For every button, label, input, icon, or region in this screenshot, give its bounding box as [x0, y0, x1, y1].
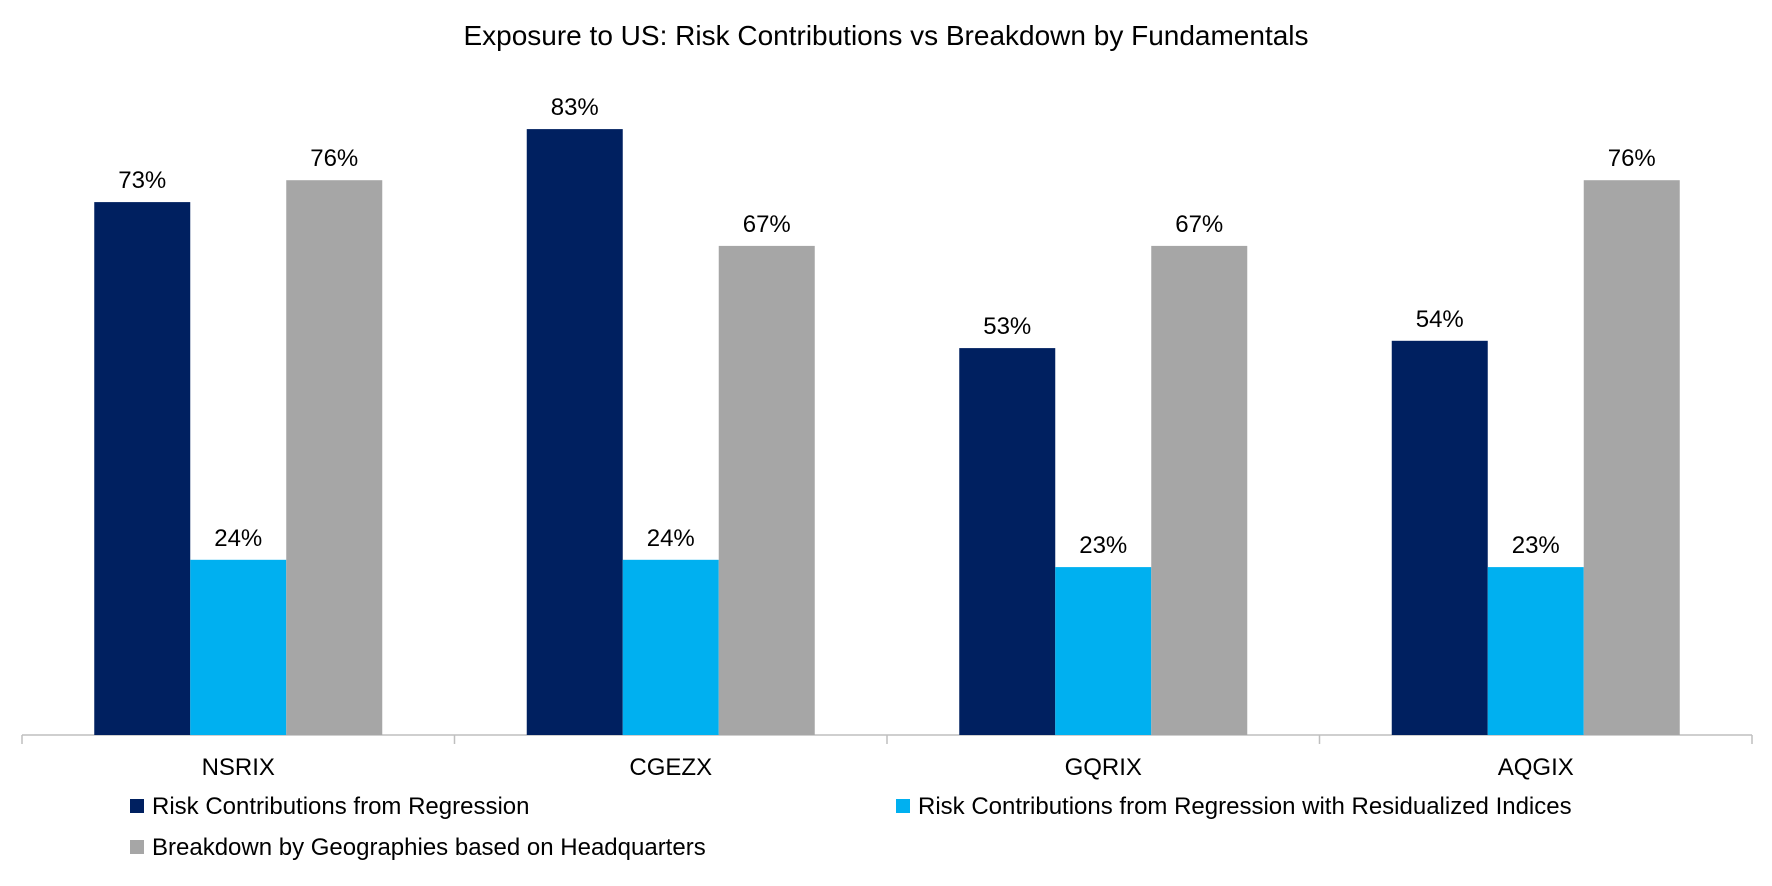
data-label: 83% — [551, 94, 599, 121]
bar-aqgix-series-3 — [1583, 180, 1680, 735]
x-tick-label: NSRIX — [202, 754, 275, 781]
bar-gqrix-series-3 — [1151, 245, 1248, 735]
data-label: 24% — [214, 525, 262, 552]
data-label: 73% — [118, 167, 166, 194]
bar-cgezx-series-3 — [718, 245, 815, 735]
legend-label: Risk Contributions from Regression — [152, 793, 529, 820]
x-tick-label: CGEZX — [629, 754, 712, 781]
bar-aqgix-series-2 — [1487, 567, 1584, 735]
legend-swatch — [130, 799, 144, 813]
bar-nsrix-series-2 — [190, 559, 287, 735]
bar-cgezx-series-2 — [622, 559, 719, 735]
bar-aqgix-series-1 — [1391, 340, 1488, 735]
legend-item: Risk Contributions from Regression with … — [896, 793, 1572, 820]
chart-title: Exposure to US: Risk Contributions vs Br… — [463, 20, 1308, 51]
data-label: 53% — [983, 313, 1031, 340]
legend-swatch — [130, 840, 144, 854]
bar-nsrix-series-3 — [286, 180, 383, 735]
data-label: 76% — [310, 145, 358, 172]
legend-item: Risk Contributions from Regression — [130, 793, 529, 820]
bar-gqrix-series-1 — [959, 348, 1056, 735]
data-label: 67% — [1175, 211, 1223, 238]
legend-swatch — [896, 799, 910, 813]
legend: Risk Contributions from Regression Risk C… — [130, 793, 1572, 861]
data-label: 54% — [1416, 306, 1464, 333]
data-label: 23% — [1512, 532, 1560, 559]
legend-label: Breakdown by Geographies based on Headqu… — [152, 834, 706, 861]
data-label: 23% — [1079, 532, 1127, 559]
x-tick-label: GQRIX — [1065, 754, 1142, 781]
legend-item: Breakdown by Geographies based on Headqu… — [130, 834, 706, 861]
x-tick-label: AQGIX — [1498, 754, 1574, 781]
plot-area: 73% 24% 76% NSRIX 83% 24% 67% CGEZX 53% 23% 67% GQR… — [21, 94, 1753, 781]
bar-gqrix-series-2 — [1055, 567, 1152, 735]
data-label: 24% — [647, 525, 695, 552]
data-label: 67% — [743, 211, 791, 238]
legend-label: Risk Contributions from Regression with … — [918, 793, 1572, 820]
data-label: 76% — [1608, 145, 1656, 172]
bar-cgezx-series-1 — [526, 129, 623, 736]
bar-nsrix-series-1 — [94, 202, 191, 736]
